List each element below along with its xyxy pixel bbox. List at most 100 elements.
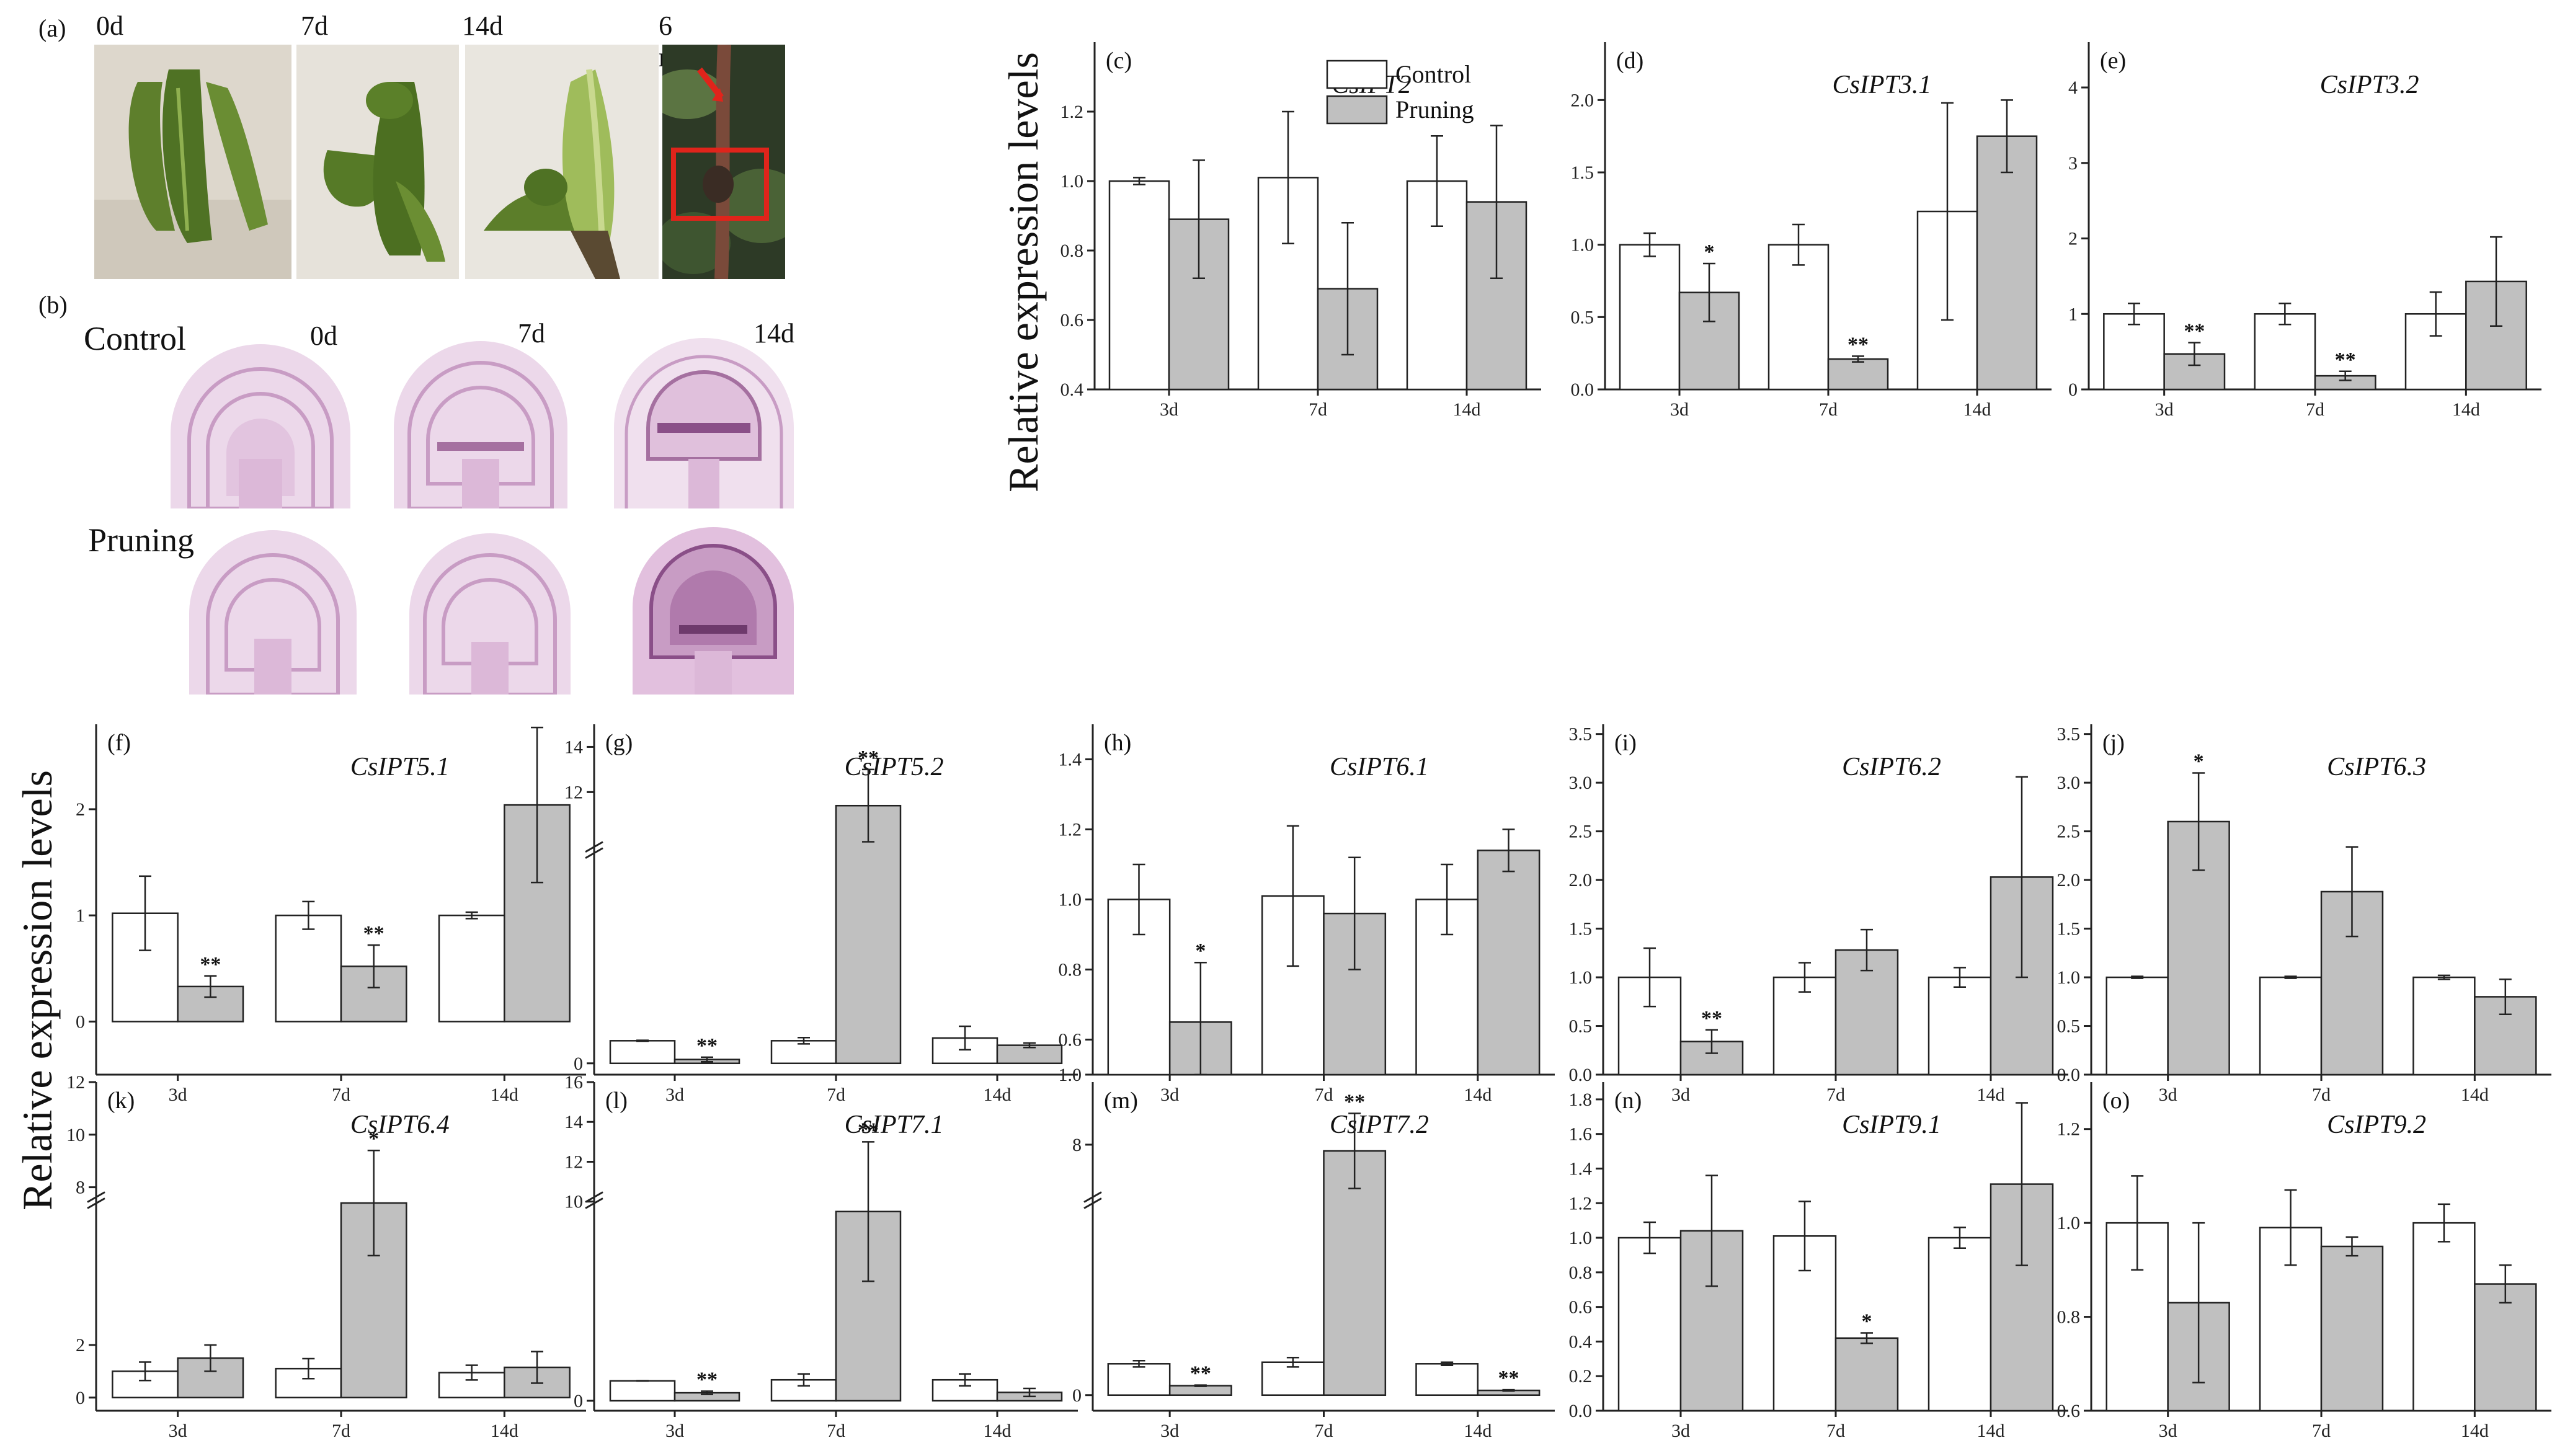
y-tick-label: 1 [76, 905, 85, 926]
y-tick-label: 1.5 [1571, 162, 1594, 183]
x-tick-label: 3d [2155, 399, 2174, 420]
y-tick-label: 1.4 [1569, 1158, 1593, 1179]
chart-csipt6-1: 1.0 0.6 0.8 1.0 1.2 1.4 (h) CsIPT6.1 * 3d 7d 14d [1059, 724, 1555, 1105]
y-tick-label: 0.0 [1569, 1401, 1593, 1421]
control-bar [2254, 313, 2316, 391]
control-bar [1108, 180, 1170, 391]
significance-mark: ** [200, 953, 221, 976]
y-tick-label: 14 [564, 1112, 583, 1132]
x-tick-label: 3d [665, 1421, 684, 1441]
bud-photo-7d [296, 45, 459, 279]
y-tick-label: 0.8 [1569, 1263, 1593, 1283]
y-tick-label: 0.4 [1060, 380, 1084, 400]
y-tick-label: 1.0 [1569, 967, 1593, 988]
x-tick-label: 7d [1309, 399, 1327, 420]
y-tick-label: 1.6 [1569, 1124, 1593, 1145]
x-tick-label: 7d [332, 1085, 350, 1105]
x-tick-label: 14d [984, 1421, 1012, 1441]
y-tick-label: 0.8 [1060, 241, 1084, 261]
x-tick-label: 14d [1977, 1421, 2005, 1441]
pruning-bar [2320, 1245, 2384, 1412]
panel-letter: (h) [1104, 730, 1131, 756]
control-bar [1767, 244, 1830, 391]
chart-csipt2: 0.40.60.81.01.2(c)CsIPT23d7d14d [1060, 42, 1541, 420]
chart-csipt6-3: 0.0 0.5 1.0 1.5 2.0 2.5 3.0 3.5 (j) CsIPT6.3 * 3d 7d… [2057, 724, 2551, 1105]
y-tick-label: 2.0 [1569, 870, 1593, 890]
y-tick-label: 3 [2068, 153, 2078, 174]
photo-label-0d: 0d [96, 11, 123, 41]
y-tick-label: 1.0 [1059, 1065, 1082, 1085]
y-tick-label: 1.0 [2057, 967, 2081, 988]
chart-csipt9-1: 0.0 0.2 0.4 0.6 0.8 1.0 1.2 1.4 1.6 1.8 (n) CsIPT9.… [1569, 1082, 2068, 1441]
y-tick-label: 3.5 [2057, 724, 2081, 745]
x-tick-label: 3d [169, 1085, 187, 1105]
section-control-0d [171, 344, 350, 508]
legend-label-control: Control [1395, 60, 1471, 88]
x-tick-label: 14d [1963, 399, 1991, 420]
x-tick-label: 14d [491, 1085, 518, 1105]
gene-name: CsIPT6.3 [2327, 753, 2426, 781]
y-tick-label: 0.5 [1569, 1016, 1593, 1037]
y-tick-label: 0 [2068, 380, 2078, 400]
y-tick-label: 0 [1072, 1385, 1082, 1406]
y-tick-label: 1.0 [1059, 890, 1082, 910]
x-tick-label: 14d [984, 1085, 1012, 1105]
chart-csipt3-1: 0.0 0.5 1.0 1.5 2.0 (d) CsIPT3.1 * 3d ** 7d 14d [1571, 42, 2052, 420]
significance-mark: ** [363, 922, 385, 945]
section-control-14d [614, 338, 794, 508]
x-tick-label: 14d [1977, 1085, 2005, 1105]
panel-letter: (k) [107, 1088, 135, 1114]
legend-swatch-control [1326, 60, 1388, 89]
x-tick-label: 7d [827, 1421, 845, 1441]
y-tick-label: 1.2 [1569, 1193, 1593, 1214]
panel-letter: (c) [1106, 48, 1132, 74]
y-tick-label: 0.8 [1059, 960, 1082, 980]
y-tick-label: 1.2 [1060, 102, 1084, 122]
gene-name: CsIPT6.4 [350, 1111, 450, 1139]
photo-label-7d: 7d [301, 11, 328, 41]
significance-mark: ** [1498, 1367, 1519, 1390]
section-label-7d: 7d [518, 318, 545, 348]
control-bar [1415, 1363, 1479, 1396]
y-tick-label: 1.5 [2057, 919, 2081, 939]
panel-letter: (e) [2100, 48, 2126, 74]
significance-mark: ** [2335, 348, 2356, 371]
x-tick-label: 3d [1671, 1085, 1690, 1105]
control-bar [2103, 313, 2165, 391]
gene-name: CsIPT5.1 [350, 753, 450, 781]
panel-letter: (o) [2102, 1088, 2130, 1114]
y-tick-label: 12 [564, 782, 583, 802]
y-tick-label: 0 [574, 1054, 583, 1074]
x-tick-label: 7d [2312, 1421, 2331, 1441]
control-bar [2259, 976, 2323, 1076]
x-tick-label: 3d [1671, 1421, 1690, 1441]
y-tick-label: 2 [76, 1335, 85, 1356]
x-tick-label: 7d [332, 1421, 350, 1441]
x-tick-label: 14d [2452, 399, 2480, 420]
y-tick-label: 0 [76, 1011, 85, 1032]
panel-b-letter: (b) [38, 291, 68, 319]
axis-break [1083, 1197, 1102, 1209]
y-tick-label: 0.0 [1571, 380, 1594, 400]
y-tick-label: 2 [76, 799, 85, 820]
x-tick-label: 7d [827, 1085, 845, 1105]
panel-letter: (g) [605, 730, 633, 756]
row-label-control: Control [84, 320, 187, 357]
x-tick-label: 3d [2159, 1421, 2177, 1441]
control-bar [1617, 1236, 1682, 1412]
y-tick-label: 1.2 [2057, 1119, 2081, 1140]
pruning-bar [1678, 291, 1740, 391]
x-tick-label: 7d [1315, 1085, 1333, 1105]
y-tick-label: 1.8 [1569, 1090, 1593, 1110]
y-tick-label: 3.0 [2057, 773, 2081, 793]
significance-mark: ** [1190, 1362, 1211, 1385]
y-tick-label: 1 [2068, 304, 2078, 324]
y-tick-label: 0.6 [2057, 1401, 2081, 1421]
x-tick-label: 3d [665, 1085, 684, 1105]
x-tick-label: 14d [1464, 1421, 1492, 1441]
pruning-bar [1323, 1150, 1387, 1396]
y-tick-label: 2 [2068, 229, 2078, 249]
section-pruning-0d [189, 530, 357, 695]
